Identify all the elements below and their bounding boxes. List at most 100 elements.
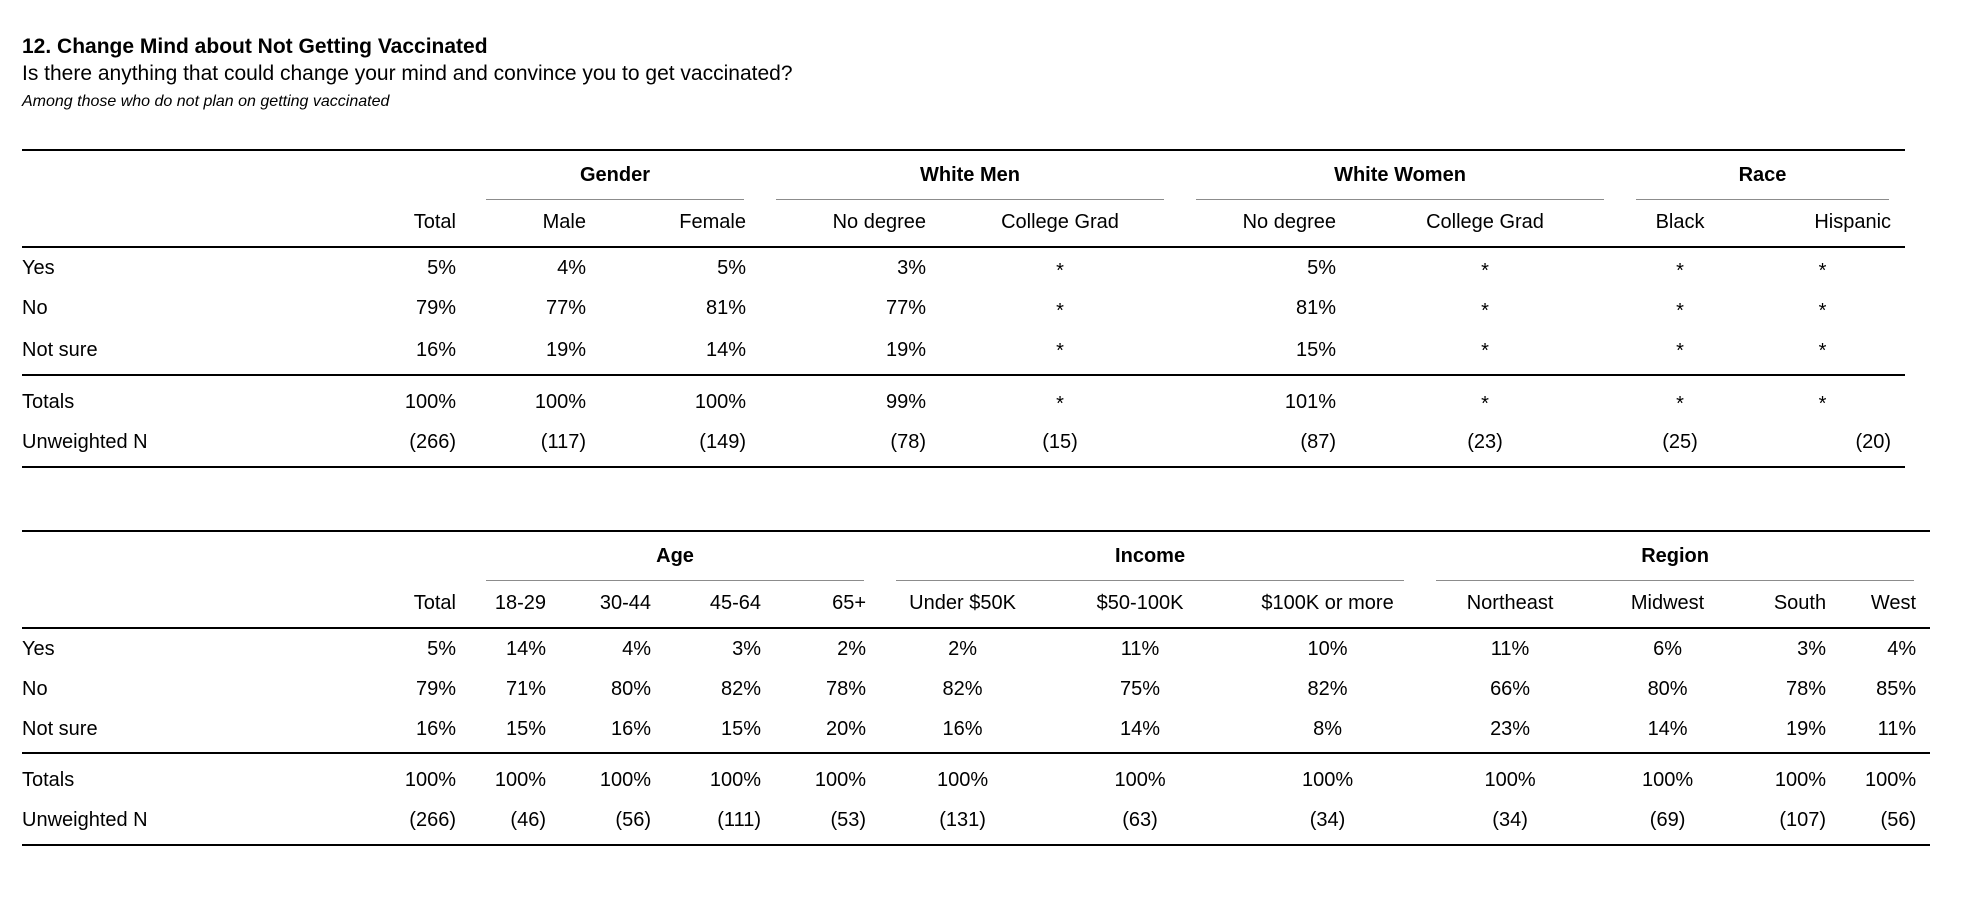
column-header-age-18-29: 18-29 — [470, 581, 560, 629]
row-label: Totals — [22, 374, 280, 422]
table-cell: (107) — [1779, 809, 1827, 831]
column-header-male: Male — [470, 200, 600, 248]
table-cell: 3% — [1797, 638, 1827, 660]
row-label: Totals — [22, 752, 280, 800]
table-row: Yes 5% 14% 4% 3% 2% 2% 11% 10% 11% 6% 3% 4% — [22, 628, 1930, 669]
table-cell: (69) — [1649, 809, 1686, 831]
table-cell: 4% — [1887, 638, 1917, 660]
table-cell: 6% — [1653, 638, 1683, 660]
group-label: Gender — [486, 163, 744, 200]
table-cell: 100% — [880, 752, 1046, 800]
table-cell: (78) — [890, 431, 926, 453]
gender-race-crosstab-table: Gender White Men White Women Race Total … — [22, 149, 1906, 468]
table-cell: 23% — [1490, 718, 1531, 740]
table-cell: * — [1481, 260, 1489, 282]
table-row: Totals 100% 100% 100% 100% 100% 100% 100% 100% 10… — [22, 752, 1931, 800]
table-row: No 79% 71% 80% 82% 78% 82% 75% 82% 66% 80% 78% 85% — [22, 669, 1930, 709]
column-header-total: Total — [280, 581, 470, 629]
table-cell: (56) — [1880, 809, 1917, 831]
table-cell: (53) — [830, 809, 867, 831]
table-cell: * — [1818, 260, 1827, 282]
row-label: Unweighted N — [22, 809, 148, 831]
question-title: 12. Change Mind about Not Getting Vaccin… — [22, 35, 488, 58]
table-cell: 2% — [948, 638, 977, 660]
table-cell: 2% — [837, 638, 867, 660]
column-group-income: Income — [880, 531, 1420, 581]
column-group-row: Gender White Men White Women Race — [22, 150, 1905, 200]
table-cell: 15% — [720, 718, 761, 740]
table-cell: 11% — [1120, 638, 1160, 660]
table-cell: 14% — [505, 638, 546, 660]
column-header-age-45-64: 45-64 — [665, 581, 775, 629]
table-cell: 3% — [897, 257, 926, 279]
table-cell: 77% — [545, 297, 586, 319]
table-cell: 100% — [1735, 752, 1841, 800]
table-cell: 100% — [1420, 752, 1601, 800]
summary-rows: Totals 100% 100% 100% 99% * 101% * * * Unweighted … — [22, 374, 1906, 467]
column-header-black: Black — [1620, 200, 1741, 248]
table-cell: 99% — [760, 374, 940, 422]
table-cell: * — [1676, 300, 1684, 322]
group-label: White Women — [1196, 163, 1605, 200]
column-header-west: West — [1840, 581, 1931, 629]
table-cell: 78% — [826, 678, 867, 700]
table-cell: * — [1481, 340, 1489, 362]
table-cell: 82% — [720, 678, 761, 700]
response-rows: Yes 5% 14% 4% 3% 2% 2% 11% 10% 11% 6% 3% 4% No 79% 71% 8… — [22, 628, 1930, 753]
table-cell: 100% — [1235, 752, 1421, 800]
report-page: 12. Change Mind about Not Getting Vaccin… — [22, 35, 1931, 846]
table-cell: (111) — [717, 809, 761, 831]
table-cell: (149) — [699, 431, 746, 453]
group-label: Age — [486, 544, 865, 581]
response-rows: Yes 5% 4% 5% 3% * 5% * * * No 79% 77% 81% 77% * 81% * * * No… — [22, 247, 1905, 375]
table-cell: 16% — [942, 718, 983, 740]
column-header-northeast: Northeast — [1420, 581, 1601, 629]
table-cell: * — [1818, 300, 1827, 322]
column-group-white-men: White Men — [760, 150, 1180, 200]
row-label: No — [22, 297, 48, 319]
table-cell: (15) — [1042, 431, 1078, 453]
table-cell: 10% — [1307, 638, 1348, 660]
column-header-age-30-44: 30-44 — [560, 581, 665, 629]
table-cell: 100% — [1600, 752, 1736, 800]
table-cell: 77% — [885, 297, 926, 319]
table-cell: 15% — [505, 718, 546, 740]
group-label: White Men — [776, 163, 1164, 200]
column-header-midwest: Midwest — [1600, 581, 1736, 629]
table-cell: (34) — [1492, 809, 1528, 831]
table-cell: 14% — [1120, 718, 1161, 740]
table-cell: 71% — [505, 678, 546, 700]
table-cell: 11% — [1877, 718, 1917, 740]
table-cell: 100% — [775, 752, 881, 800]
table-cell: (87) — [1300, 431, 1336, 453]
table-cell: (34) — [1309, 809, 1346, 831]
table-cell: 19% — [545, 338, 586, 361]
table-cell: * — [1676, 260, 1684, 282]
column-header-blank — [22, 581, 280, 629]
group-spacer — [22, 150, 470, 200]
table-cell: 15% — [1295, 338, 1336, 361]
table-cell: 81% — [1295, 297, 1336, 319]
column-header-100k-or-more: $100K or more — [1235, 581, 1421, 629]
table-cell: 5% — [427, 257, 456, 279]
column-group-white-women: White Women — [1180, 150, 1620, 200]
table-cell: * — [1056, 260, 1064, 282]
column-header-hispanic: Hispanic — [1740, 200, 1906, 248]
group-label: Region — [1436, 544, 1915, 581]
column-header-row: Total Male Female No degree College Grad… — [22, 200, 1906, 248]
column-header-wm-no-degree: No degree — [760, 200, 940, 248]
table-cell: 16% — [415, 338, 456, 361]
column-header-total: Total — [280, 200, 470, 248]
table-cell: 79% — [415, 297, 456, 319]
table-cell: (20) — [1855, 431, 1892, 453]
table-cell: 100% — [280, 752, 470, 800]
table-cell: (56) — [615, 809, 651, 831]
summary-rows: Totals 100% 100% 100% 100% 100% 100% 100% 100% 10… — [22, 752, 1931, 845]
column-header-age-65-plus: 65+ — [775, 581, 881, 629]
population-note: Among those who do not plan on getting v… — [22, 93, 390, 110]
table-cell: 4% — [622, 638, 651, 660]
column-group-region: Region — [1420, 531, 1930, 581]
table-cell: 14% — [1647, 718, 1688, 740]
row-label: Not sure — [22, 338, 98, 361]
table-cell: 80% — [610, 678, 651, 700]
